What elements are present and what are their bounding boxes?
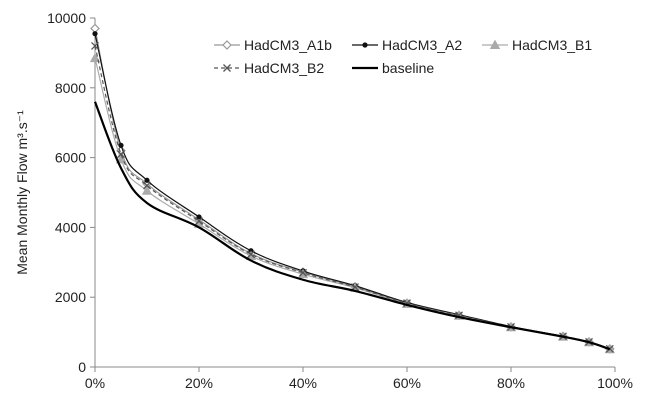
legend-label: HadCM3_A2 [382, 37, 462, 53]
data-point [91, 41, 99, 50]
data-point [143, 181, 151, 190]
legend-label: HadCM3_B2 [244, 60, 324, 76]
y-tick-label: 6000 [55, 150, 86, 166]
x-tick-label: 80% [497, 375, 525, 391]
data-point [89, 52, 101, 63]
legend-swatch-marker [362, 42, 368, 48]
legend-item-hadcm3-b2: HadCM3_B2 [214, 60, 324, 76]
legend-swatch-marker [489, 39, 501, 49]
series-hadcm3-b1 [89, 52, 615, 354]
y-tick-label: 4000 [55, 219, 86, 235]
series-hadcm3-a2 [92, 31, 613, 352]
series-line [94, 33, 610, 350]
series-line [93, 101, 611, 351]
x-tick-label: 0% [85, 375, 105, 391]
data-point [247, 250, 255, 259]
x-tick-label: 20% [185, 375, 213, 391]
data-point [195, 217, 203, 226]
y-axis-title: Mean Monthly Flow m³.s⁻¹ [14, 110, 30, 275]
x-tick-label: 60% [393, 375, 421, 391]
data-point [92, 31, 98, 37]
legend-label: HadCM3_B1 [512, 37, 592, 53]
data-point [141, 185, 153, 195]
data-point [144, 177, 150, 183]
series-line [94, 28, 610, 350]
legend-item-hadcm3-a2: HadCM3_A2 [352, 37, 462, 53]
series-line [94, 45, 610, 350]
data-point [117, 150, 125, 159]
legend-label: HadCM3_A1b [244, 37, 332, 53]
data-point [118, 142, 124, 148]
legend-swatch-marker [223, 64, 231, 72]
series-hadcm3-a1b [90, 23, 615, 354]
series-baseline [93, 101, 611, 351]
legend-item-hadcm3-b1: HadCM3_B1 [482, 37, 592, 53]
data-point [196, 214, 202, 220]
y-tick-label: 0 [78, 359, 86, 375]
legend: HadCM3_A1b HadCM3_A2 HadCM3_B1 HadCM3_B2 bas… [214, 37, 592, 76]
y-tick-label: 2000 [55, 289, 86, 305]
y-tick-label: 10000 [47, 10, 86, 26]
y-tick-label: 8000 [55, 80, 86, 96]
legend-item-hadcm3-a1b: HadCM3_A1b [214, 37, 332, 53]
axes: 0 2000 4000 6000 8000 10000 0% 20% 40% 60% 80% 100%… [14, 10, 633, 391]
legend-label: baseline [382, 60, 434, 76]
data-point [299, 268, 307, 277]
x-tick-label: 40% [289, 375, 317, 391]
series-layer [89, 23, 615, 354]
legend-swatch-marker [222, 40, 232, 50]
x-tick-label: 100% [597, 375, 633, 391]
legend-item-baseline: baseline [352, 60, 434, 76]
